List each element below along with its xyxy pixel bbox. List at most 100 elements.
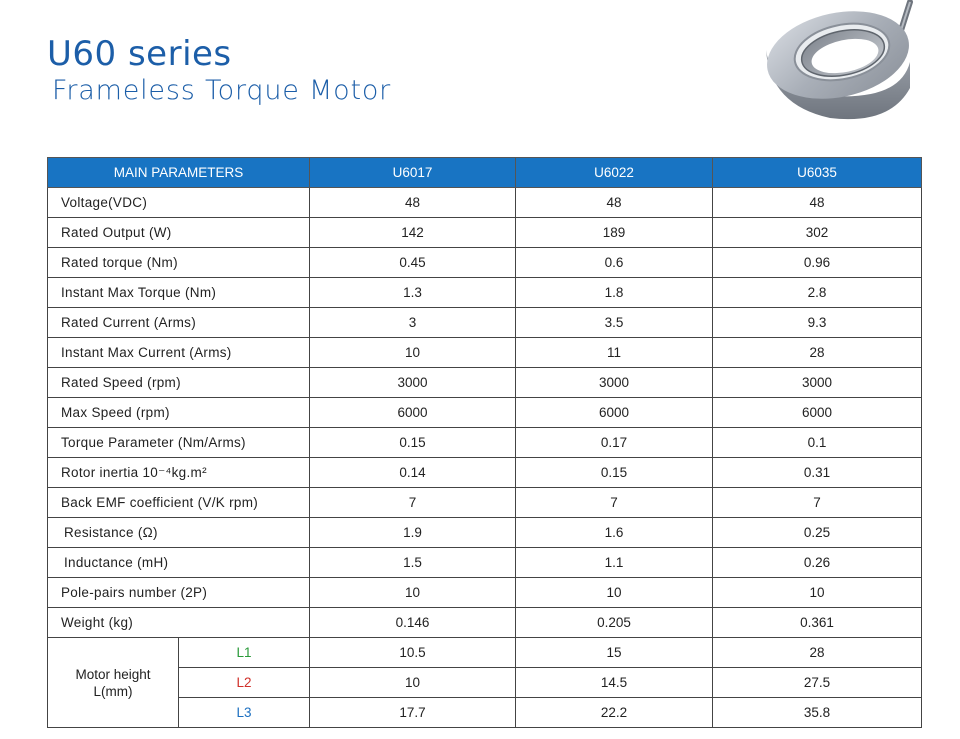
table-cell: 1.9 — [309, 517, 517, 548]
table-cell: 10 — [309, 337, 517, 368]
table-row: Weight (kg) 0.146 0.205 0.361 — [46, 607, 923, 638]
table-row: Instant Max Current (Arms) 10 11 28 — [46, 337, 923, 368]
table-row: L2 10 14.5 27.5 — [48, 667, 923, 698]
column-header-u6035: U6035 — [712, 157, 923, 188]
table-cell: 7 — [515, 487, 714, 518]
table-row: Voltage(VDC) 48 48 48 — [46, 187, 923, 218]
table-cell: 9.3 — [712, 307, 923, 338]
table-cell: 0.1 — [712, 427, 923, 458]
row-label: Rated Current (Arms) — [46, 307, 311, 338]
table-cell: 15 — [515, 637, 714, 668]
table-cell: 1.5 — [309, 547, 517, 578]
table-cell: 10 — [712, 577, 923, 608]
table-cell: 14.5 — [515, 667, 714, 698]
table-header-row: MAIN PARAMETERS U6017 U6022 U6035 — [46, 157, 923, 188]
table-cell: 0.15 — [515, 457, 714, 488]
table-cell: 1.3 — [309, 277, 517, 308]
table-cell: 0.361 — [712, 607, 923, 638]
table-cell: 0.96 — [712, 247, 923, 278]
row-label: Back EMF coefficient (V/K rpm) — [46, 487, 311, 518]
column-header-parameters: MAIN PARAMETERS — [46, 157, 311, 188]
table-cell: 0.17 — [515, 427, 714, 458]
row-label: Voltage(VDC) — [46, 187, 311, 218]
height-sub-label-l3: L3 — [177, 697, 311, 728]
table-cell: 11 — [515, 337, 714, 368]
row-label: Torque Parameter (Nm/Arms) — [46, 427, 311, 458]
table-cell: 22.2 — [515, 697, 714, 728]
table-cell: 189 — [515, 217, 714, 248]
row-label: Weight (kg) — [46, 607, 311, 638]
table-cell: 28 — [712, 337, 923, 368]
table-cell: 6000 — [515, 397, 714, 428]
motor-product-image — [766, 0, 913, 120]
table-row: Back EMF coefficient (V/K rpm) 7 7 7 — [46, 487, 923, 518]
table-cell: 7 — [309, 487, 517, 518]
table-cell: 17.7 — [309, 697, 517, 728]
table-cell: 1.1 — [515, 547, 714, 578]
page-title: U60 series — [47, 34, 232, 74]
table-cell: 28 — [712, 637, 923, 668]
table-row: Motor height L(mm) L1 10.5 15 28 — [47, 637, 923, 728]
table-cell: 2.8 — [712, 277, 923, 308]
page-subtitle: Frameless Torque Motor — [52, 75, 392, 106]
table-cell: 1.6 — [515, 517, 714, 548]
table-row: Max Speed (rpm) 6000 6000 6000 — [46, 397, 923, 428]
table-cell: 48 — [515, 187, 714, 218]
row-label: Resistance (Ω) — [46, 517, 311, 548]
table-cell: 0.45 — [309, 247, 517, 278]
row-label: Max Speed (rpm) — [46, 397, 311, 428]
table-cell: 0.31 — [712, 457, 923, 488]
table-row: Inductance (mH) 1.5 1.1 0.26 — [46, 547, 923, 578]
table-cell: 0.146 — [309, 607, 517, 638]
table-cell: 0.6 — [515, 247, 714, 278]
motor-height-label-line2: L(mm) — [93, 683, 133, 699]
table-row: L3 17.7 22.2 35.8 — [48, 697, 923, 728]
table-row: Resistance (Ω) 1.9 1.6 0.25 — [46, 517, 923, 548]
table-row: Rated torque (Nm) 0.45 0.6 0.96 — [46, 247, 923, 278]
table-cell: 48 — [309, 187, 517, 218]
table-cell: 3.5 — [515, 307, 714, 338]
table-cell: 142 — [309, 217, 517, 248]
table-cell: 10.5 — [309, 637, 517, 668]
table-cell: 27.5 — [712, 667, 923, 698]
table-cell: 302 — [712, 217, 923, 248]
table-cell: 0.205 — [515, 607, 714, 638]
height-sub-label-l2: L2 — [177, 667, 311, 698]
table-cell: 10 — [309, 577, 517, 608]
parameters-table: MAIN PARAMETERS U6017 U6022 U6035 Voltag… — [46, 157, 923, 728]
row-label: Rated Speed (rpm) — [46, 367, 311, 398]
table-cell: 6000 — [712, 397, 923, 428]
table-cell: 0.25 — [712, 517, 923, 548]
row-label: Rated torque (Nm) — [46, 247, 311, 278]
table-row: Rated Output (W) 142 189 302 — [46, 217, 923, 248]
table-row: Rotor inertia 10⁻⁴kg.m² 0.14 0.15 0.31 — [46, 457, 923, 488]
table-cell: 35.8 — [712, 697, 923, 728]
table-row: Rated Current (Arms) 3 3.5 9.3 — [46, 307, 923, 338]
row-label: Rated Output (W) — [46, 217, 311, 248]
table-cell: 0.15 — [309, 427, 517, 458]
row-label: Pole-pairs number (2P) — [46, 577, 311, 608]
table-cell: 10 — [309, 667, 517, 698]
table-row: Rated Speed (rpm) 3000 3000 3000 — [46, 367, 923, 398]
table-cell: 3000 — [515, 367, 714, 398]
motor-height-label-line1: Motor height — [75, 666, 151, 682]
height-sub-label-l1: L1 — [177, 637, 311, 668]
row-label: Instant Max Torque (Nm) — [46, 277, 311, 308]
table-row: Pole-pairs number (2P) 10 10 10 — [46, 577, 923, 608]
column-header-u6017: U6017 — [309, 157, 517, 188]
table-cell: 0.14 — [309, 457, 517, 488]
column-header-u6022: U6022 — [515, 157, 714, 188]
table-row: Torque Parameter (Nm/Arms) 0.15 0.17 0.1 — [46, 427, 923, 458]
table-cell: 0.26 — [712, 547, 923, 578]
table-cell: 1.8 — [515, 277, 714, 308]
table-cell: 3000 — [309, 367, 517, 398]
motor-height-label: Motor height L(mm) — [47, 637, 179, 728]
table-cell: 48 — [712, 187, 923, 218]
table-row: Instant Max Torque (Nm) 1.3 1.8 2.8 — [46, 277, 923, 308]
table-cell: 10 — [515, 577, 714, 608]
row-label: Instant Max Current (Arms) — [46, 337, 311, 368]
table-cell: 7 — [712, 487, 923, 518]
row-label: Inductance (mH) — [46, 547, 311, 578]
table-cell: 3000 — [712, 367, 923, 398]
row-label: Rotor inertia 10⁻⁴kg.m² — [46, 457, 311, 488]
